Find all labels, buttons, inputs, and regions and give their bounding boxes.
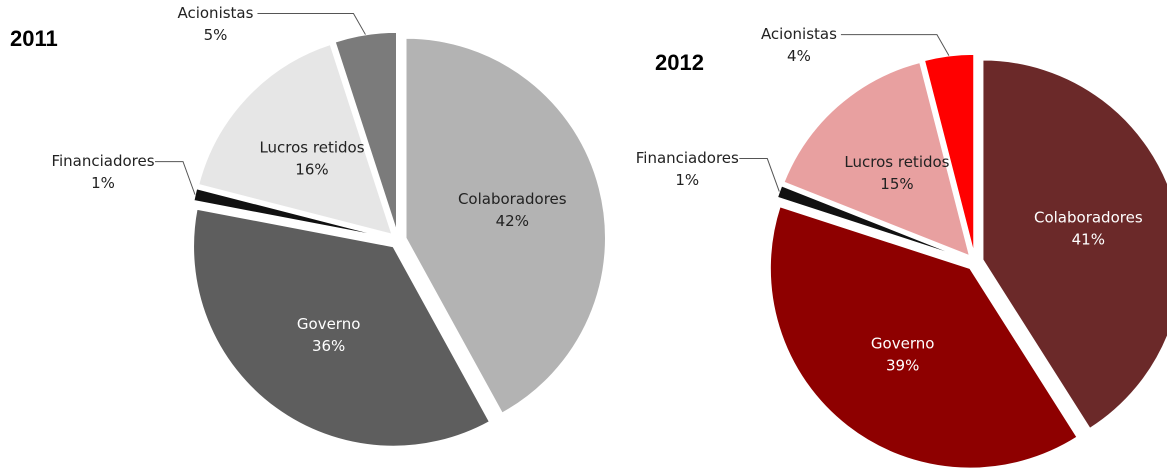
slice-value-label: 16% bbox=[295, 161, 328, 179]
slice-value-label: 5% bbox=[204, 26, 228, 44]
slice-value-label: 41% bbox=[1072, 231, 1105, 249]
slice-value-label: 39% bbox=[886, 357, 919, 375]
leader-line bbox=[739, 158, 780, 192]
pie-slice bbox=[192, 208, 491, 448]
slice-label: Lucros retidos bbox=[844, 153, 949, 171]
slice-label: Colaboradores bbox=[1034, 209, 1143, 227]
pie-slice bbox=[981, 59, 1167, 430]
pie-slice bbox=[192, 187, 391, 239]
slice-value-label: 1% bbox=[675, 171, 699, 189]
slice-value-label: 42% bbox=[496, 212, 529, 230]
slice-value-label: 4% bbox=[787, 47, 811, 65]
pie-slice bbox=[333, 31, 398, 233]
slice-label: Colaboradores bbox=[458, 190, 567, 208]
pie-slice bbox=[776, 184, 968, 261]
slice-value-label: 15% bbox=[880, 175, 913, 193]
slice-label: Financiadores bbox=[51, 152, 154, 170]
slice-label: Governo bbox=[871, 335, 935, 353]
leader-line bbox=[257, 13, 366, 35]
leader-line bbox=[840, 34, 950, 56]
chart-title: 2012 bbox=[655, 50, 704, 75]
slice-value-label: 1% bbox=[91, 174, 115, 192]
pie-slice bbox=[769, 205, 1079, 470]
slice-label: Acionistas bbox=[177, 4, 253, 22]
slice-label: Financiadores bbox=[636, 149, 739, 167]
pie-slice bbox=[782, 61, 971, 258]
slice-label: Governo bbox=[297, 315, 361, 333]
pie-slice bbox=[923, 53, 975, 255]
leader-line bbox=[155, 161, 196, 195]
pie-slice bbox=[404, 37, 607, 415]
pie-slice bbox=[197, 43, 394, 236]
slice-label: Acionistas bbox=[761, 25, 837, 43]
chart-title: 2011 bbox=[10, 26, 58, 51]
slice-value-label: 36% bbox=[312, 337, 345, 355]
slice-label: Lucros retidos bbox=[259, 139, 364, 157]
